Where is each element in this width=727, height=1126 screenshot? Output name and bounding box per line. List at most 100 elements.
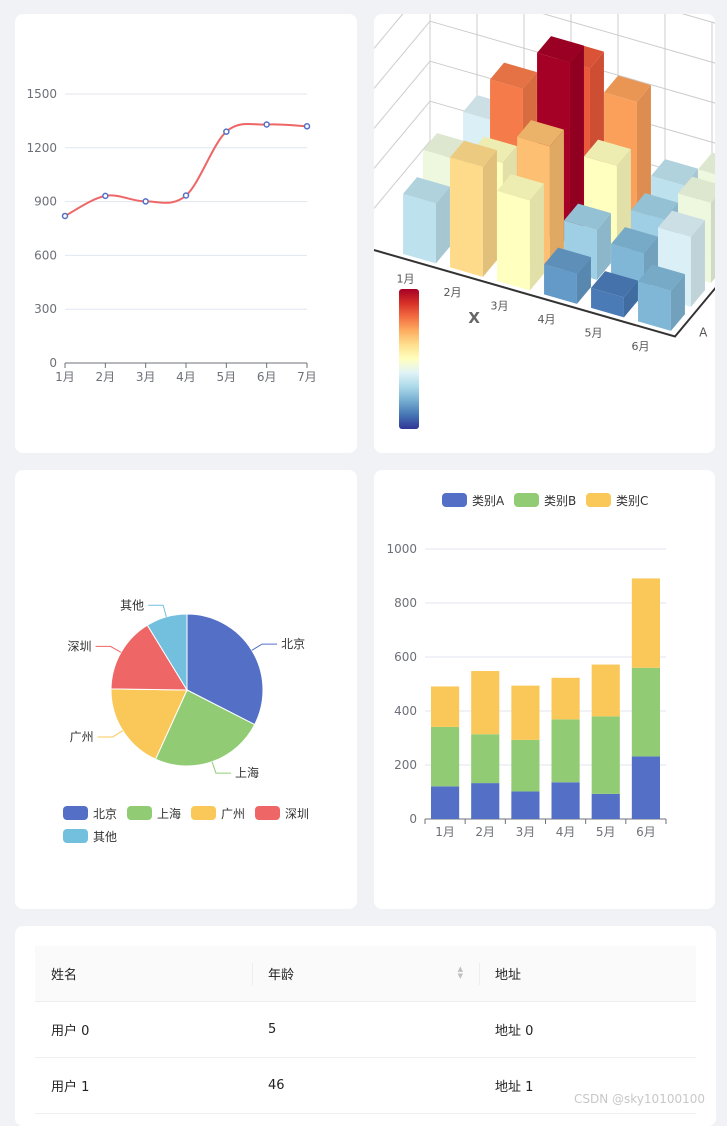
bar-side-face [576,257,591,304]
x-tick-label: 3月 [491,300,509,313]
legend-item[interactable]: 其他 [93,830,117,844]
y-tick-label: A [699,326,708,340]
cell-name: 用户 1 [51,1080,90,1095]
bar-top-face [564,203,611,230]
data-point [303,123,311,130]
line-chart-card: 0 300 600 900 1200 1500 1月 2月 3月 4月 5月 6月 7月 [15,14,357,453]
legend-swatch [191,806,216,820]
y-tick-label: 200 [394,758,417,772]
bar-top-face [631,193,678,220]
x-axis-name: X [468,309,480,327]
bar-segment [551,677,580,720]
legend-item[interactable]: 深圳 [285,807,309,821]
legend-swatch [586,493,611,507]
y-tick-label: 400 [394,704,417,718]
bar3d-chart[interactable]: 1月2月3月4月5月6月ABCDX [374,14,715,453]
slice-label: 上海 [235,765,259,780]
bar-front-face [450,157,483,277]
bar-side-face [623,280,638,318]
bar-top-face [517,120,564,147]
bar-segment [631,756,660,819]
cell-address: 地址 0 [495,1024,534,1039]
bar-segment [511,685,540,740]
legend-item[interactable]: 类别C [616,494,648,508]
legend-swatch [127,806,152,820]
bar-front-face [591,287,624,318]
x-tick-label: 2月 [96,370,116,384]
bar-side-face [670,274,685,331]
bar-front-face [544,264,577,304]
bar-segment [431,786,460,819]
bar-front-face [403,193,436,264]
x-tick-label: 1月 [435,825,455,839]
visual-map-bar[interactable] [399,289,419,429]
pie-slice [110,688,188,760]
legend-swatch [63,829,88,843]
legend-item[interactable]: 类别B [544,494,576,508]
data-point [142,198,149,205]
legend-swatch [442,493,467,507]
bar-top-face [651,159,698,186]
sort-icon[interactable]: ▲ ▼ [457,965,463,980]
bar-front-face [638,281,671,331]
y-tick-label: 1000 [386,542,417,556]
bar-top-face [497,174,544,201]
bar-top-face [604,75,651,102]
bar-segment [551,719,580,783]
line-chart: 0 300 600 900 1200 1500 1月 2月 3月 4月 5月 6月 7月 [26,87,317,384]
slice-label: 深圳 [68,639,92,653]
x-tick-label: 5月 [596,825,616,839]
bar-side-face [596,213,611,280]
header-label: 姓名 [51,968,78,983]
grid-line [374,14,404,50]
bar-top-face [584,139,631,166]
y-tick-label: 900 [34,195,57,209]
y-tick-label: 0 [409,812,417,826]
bar-side-face [690,220,705,307]
bar-segment [591,716,620,794]
bar-segment [511,739,540,792]
x-tick-label: 1月 [397,273,415,286]
bar-top-face [698,152,715,175]
bar-top-face [638,264,685,291]
series-line [64,122,308,217]
legend-item[interactable]: 类别A [472,494,505,508]
stacked-bar-chart: 0 200 400 600 800 1000 1月 2月 3月 4月 5月 6月 类别A 类别B 类别C [386,493,667,839]
bar-segment [591,664,620,717]
bar-segment [471,734,500,784]
bar-segment [471,671,500,735]
x-tick-label: 6月 [257,370,277,384]
slice-label: 广州 [70,730,94,744]
bar-segment [431,726,460,787]
y-tick-label: 600 [34,248,57,262]
x-tick-label: 6月 [632,340,650,353]
y-tick-label: 300 [34,302,57,316]
legend-item[interactable]: 上海 [157,806,181,821]
label-line [97,730,124,738]
y-tick-label: 600 [394,650,417,664]
table-row[interactable]: 用户 0 5 地址 0 [35,1002,696,1058]
y-tick-label: 1500 [26,87,57,101]
label-line [251,643,278,651]
bar-segment [431,686,460,727]
bar-segment [631,578,660,668]
x-tick-label: 5月 [585,327,603,340]
bar-side-face [710,198,715,283]
data-point [223,128,230,135]
header-label: 地址 [495,968,522,983]
label-line [148,604,167,617]
bar-top-face [611,227,658,254]
legend-item[interactable]: 广州 [221,807,245,821]
x-tick-label: 2月 [444,286,462,299]
legend-item[interactable]: 北京 [93,807,117,821]
legend-swatch [255,806,280,820]
axis-line [374,249,715,338]
x-tick-label: 7月 [297,370,317,384]
label-line [211,761,231,774]
x-tick-label: 6月 [636,825,656,839]
column-header-age[interactable]: 年龄 ▲ ▼ [252,946,479,1001]
grid-line [681,14,715,24]
x-tick-label: 1月 [55,370,75,384]
label-line [95,645,122,653]
